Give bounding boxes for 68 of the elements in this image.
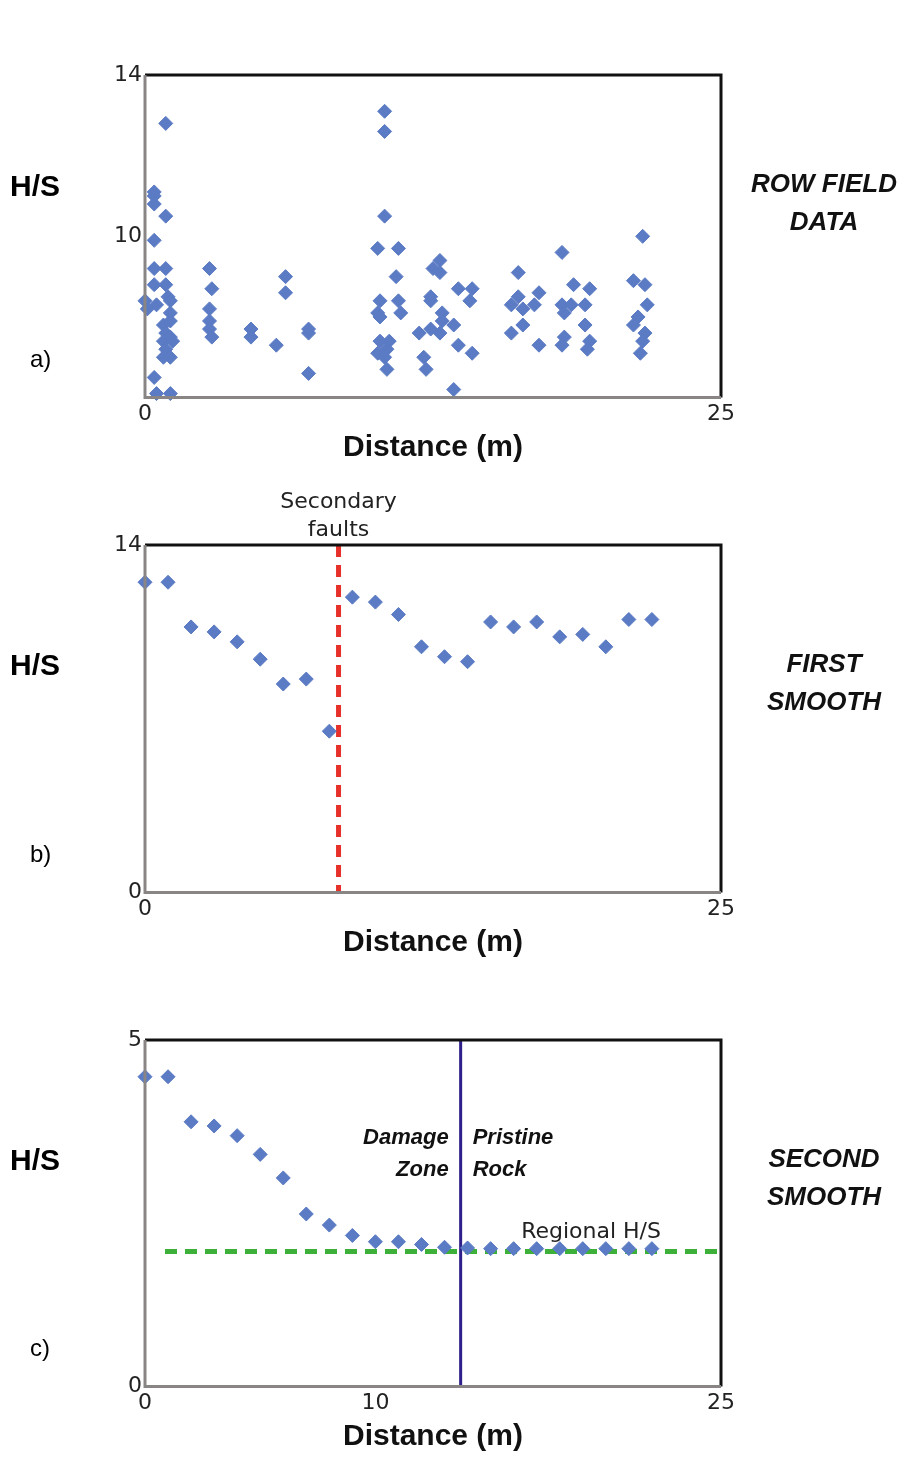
annotation: Pristine Rock	[472, 1124, 554, 1182]
annotation: Damage Zone	[363, 1124, 449, 1182]
y-tick-label: 14	[114, 60, 142, 86]
point	[275, 676, 291, 692]
point	[367, 1234, 383, 1250]
x-axis-title: Distance (m)	[342, 429, 524, 463]
y-tick-label: 5	[128, 1025, 142, 1051]
y-tick-label: 10	[114, 222, 142, 248]
point	[575, 1241, 591, 1257]
x-axis-title: Distance (m)	[342, 924, 524, 958]
point	[229, 634, 245, 650]
x-tick-label: 25	[707, 399, 735, 425]
point	[460, 1240, 476, 1256]
point	[275, 1170, 291, 1186]
point	[298, 671, 314, 687]
point	[344, 589, 360, 605]
point	[206, 1118, 222, 1134]
point	[644, 611, 660, 627]
y-axis-title: H/S	[10, 1142, 61, 1177]
text: b)	[30, 840, 52, 868]
point	[298, 1206, 314, 1222]
text: SECOND SMOOTH	[766, 1142, 883, 1211]
point	[460, 654, 476, 670]
point	[321, 723, 337, 739]
point	[621, 611, 637, 627]
point	[367, 594, 383, 610]
point	[413, 1236, 429, 1252]
y-axis-title: H/S	[10, 648, 61, 683]
x-tick-label: 25	[707, 894, 735, 920]
x-tick-label: 10	[361, 1388, 390, 1414]
point	[183, 1114, 199, 1130]
text: FIRST SMOOTH	[766, 648, 883, 717]
text: a)	[30, 345, 52, 373]
y-tick-label: 14	[114, 530, 142, 556]
point	[552, 629, 568, 645]
y-axis-title: H/S	[10, 169, 61, 204]
point	[206, 624, 222, 640]
point	[390, 1234, 406, 1250]
point	[483, 614, 499, 630]
x-axis-title: Distance (m)	[342, 1418, 524, 1452]
point	[390, 607, 406, 623]
point	[344, 1227, 360, 1243]
point	[529, 1241, 545, 1257]
point	[598, 639, 614, 655]
point	[483, 1241, 499, 1257]
point	[575, 626, 591, 642]
point	[160, 1069, 176, 1085]
point	[506, 1241, 522, 1257]
point	[644, 1241, 660, 1257]
point	[552, 1241, 568, 1257]
point	[437, 649, 453, 665]
x-tick-label: 25	[707, 1388, 735, 1414]
text: c)	[30, 1334, 50, 1362]
ref-line-label: Regional H/S	[521, 1218, 661, 1244]
point	[437, 1239, 453, 1255]
point	[506, 619, 522, 635]
point	[160, 574, 176, 590]
point	[321, 1217, 337, 1233]
point	[183, 619, 199, 635]
point	[529, 614, 545, 630]
point	[252, 651, 268, 667]
point	[621, 1241, 637, 1257]
ref-line-label: Secondary faults	[280, 487, 397, 541]
point	[229, 1128, 245, 1144]
point	[252, 1146, 268, 1162]
point	[413, 639, 429, 655]
point	[598, 1241, 614, 1257]
text: ROW FIELD DATA	[751, 168, 898, 237]
